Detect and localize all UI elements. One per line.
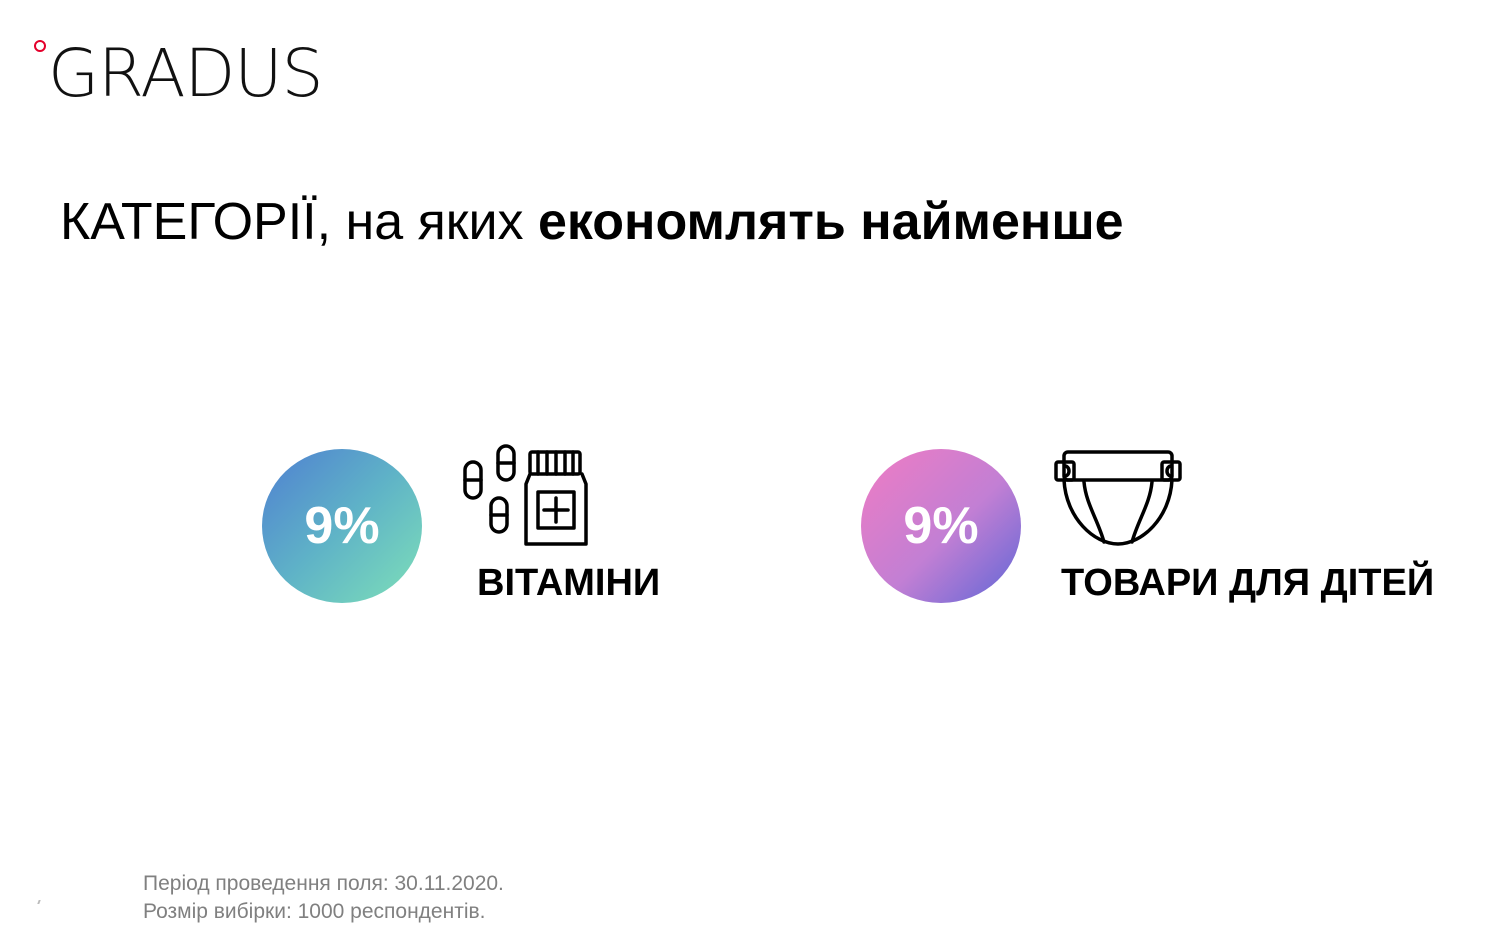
footnote-sample-size: Розмір вибірки: 1000 респондентів. <box>143 900 486 923</box>
category-label-kids-goods: ТОВАРИ ДЛЯ ДІТЕЙ <box>1061 562 1435 604</box>
logo-dot-icon <box>34 40 46 52</box>
footnote-period: Період проведення поля: 30.11.2020. <box>143 872 504 895</box>
vitamins-percent-value: 9% <box>304 497 380 555</box>
kids-goods-percent-value: 9% <box>903 497 979 555</box>
decorative-mark <box>37 900 41 904</box>
vitamins-percent-circle: 9% <box>262 449 422 603</box>
diaper-icon <box>1054 450 1182 546</box>
kids-goods-percent-circle: 9% <box>861 449 1021 603</box>
title-bold: економлять найменше <box>538 193 1124 251</box>
category-label-vitamins: ВІТАМІНИ <box>477 562 661 604</box>
vitamins-pills-icon <box>463 444 588 546</box>
title-regular: КАТЕГОРІЇ, на яких <box>60 193 539 251</box>
page-title: КАТЕГОРІЇ, на яких економлять найменше <box>60 186 1124 258</box>
footnote: Період проведення поля: 30.11.2020. Розм… <box>143 870 504 926</box>
gradus-logo: GRADUS <box>32 35 323 112</box>
logo-wordmark: GRADUS <box>48 35 323 112</box>
